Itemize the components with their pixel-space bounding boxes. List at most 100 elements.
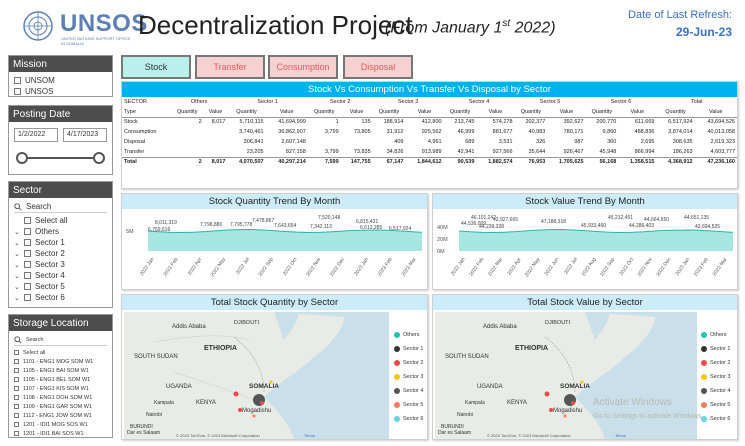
- checkbox[interactable]: [14, 404, 19, 409]
- start-date-input[interactable]: 1/2/2022: [14, 128, 58, 142]
- checkbox[interactable]: [24, 228, 31, 235]
- sector-option[interactable]: Select all: [14, 215, 107, 226]
- matrix-cell: 827,158: [285, 148, 306, 155]
- map-terms-link[interactable]: Terms: [615, 433, 626, 438]
- legend-item[interactable]: Sector 1: [394, 342, 423, 356]
- sector-search-input[interactable]: Search: [14, 201, 107, 213]
- storage-option[interactable]: 1101 - ENG1 MOG SOM W1: [14, 357, 107, 366]
- storage-option[interactable]: 1112 - ENG1 JOW SOM W1: [14, 411, 107, 420]
- map-bubble-sector-3[interactable]: [544, 391, 550, 397]
- checkbox[interactable]: [24, 217, 31, 224]
- storage-option[interactable]: 1105 - ENG1 BAI SOM W1: [14, 366, 107, 375]
- chevron-down-icon[interactable]: ⌄: [14, 228, 20, 236]
- stock-tab-button[interactable]: Stock: [121, 55, 191, 79]
- checkbox[interactable]: [24, 294, 31, 301]
- chevron-down-icon[interactable]: ⌄: [14, 239, 20, 247]
- slider-start-handle[interactable]: [16, 152, 28, 164]
- legend-item[interactable]: Sector 3: [701, 370, 730, 384]
- map-bubble-sector-5[interactable]: [238, 408, 242, 412]
- date-range-slider[interactable]: [14, 148, 107, 168]
- chevron-down-icon[interactable]: ⌄: [14, 261, 20, 269]
- legend-item[interactable]: Sector 6: [394, 412, 423, 426]
- legend-item[interactable]: Sector 4: [701, 384, 730, 398]
- map-bubble-sector-2[interactable]: [571, 401, 575, 405]
- storage-option[interactable]: 1107 - ENG1 KIS SOM W1: [14, 384, 107, 393]
- legend-item[interactable]: Sector 5: [394, 398, 423, 412]
- legend-item[interactable]: Sector 5: [701, 398, 730, 412]
- checkbox[interactable]: [14, 431, 19, 436]
- map-bubble-sector-5[interactable]: [549, 408, 553, 412]
- consumption-tab-button[interactable]: Consumption: [268, 55, 338, 79]
- slider-end-handle[interactable]: [93, 152, 105, 164]
- map-bubble-sector-4[interactable]: [580, 380, 584, 384]
- legend-item[interactable]: Sector 1: [701, 342, 730, 356]
- map-bubble-sector-3[interactable]: [233, 391, 239, 397]
- checkbox[interactable]: [24, 261, 31, 268]
- map-label-uganda: UGANDA: [166, 384, 192, 390]
- legend-item[interactable]: Sector 6: [701, 412, 730, 426]
- sector-option[interactable]: ⌄ Sector 4: [14, 270, 107, 281]
- checkbox[interactable]: [14, 377, 19, 382]
- storage-option[interactable]: Select all: [14, 348, 107, 357]
- transfer-tab-button[interactable]: Transfer: [195, 55, 265, 79]
- sector-option[interactable]: ⌄ Sector 1: [14, 237, 107, 248]
- chevron-down-icon[interactable]: ⌄: [14, 294, 20, 302]
- matrix-total-cell: 40,297,214: [265, 156, 308, 167]
- storage-option[interactable]: 1109 - ENG1 GAR SOM W1: [14, 402, 107, 411]
- sector-slicer: Sector Search Select all ⌄ Others ⌄ Sector 1…: [8, 181, 113, 308]
- checkbox[interactable]: [14, 88, 21, 95]
- map-bubble-sector-4[interactable]: [269, 380, 273, 384]
- storage-option[interactable]: 1201 - IDI1 MOG SOS W1: [14, 420, 107, 429]
- end-date-input[interactable]: 4/17/2023: [63, 128, 107, 142]
- storage-option[interactable]: 1108 - ENG1 DOH SOM W1: [14, 393, 107, 402]
- storage-option[interactable]: 1105 - ENG1 BEL SOM W1: [14, 375, 107, 384]
- checkbox[interactable]: [14, 422, 19, 427]
- map-terms-link[interactable]: Terms: [304, 433, 315, 438]
- legend-item[interactable]: Sector 2: [701, 356, 730, 370]
- disposal-tab-button[interactable]: Disposal: [343, 55, 413, 79]
- checkbox[interactable]: [14, 413, 19, 418]
- checkbox[interactable]: [24, 250, 31, 257]
- checkbox[interactable]: [24, 272, 31, 279]
- legend-item[interactable]: Sector 3: [394, 370, 423, 384]
- chevron-down-icon[interactable]: ⌄: [14, 272, 20, 280]
- matrix-cell: [171, 137, 204, 147]
- x-tick-label: 2022 Jan: [450, 257, 467, 277]
- chevron-down-icon[interactable]: ⌄: [14, 250, 20, 258]
- checkbox[interactable]: [14, 395, 19, 400]
- storage-option-label: 1101 - ENG1 MOG SOM W1: [23, 358, 94, 365]
- val-map[interactable]: Addis Ababa DJIBOUTI ETHIOPIA SOUTH SUDA…: [435, 312, 697, 439]
- checkbox[interactable]: [24, 283, 31, 290]
- legend-item[interactable]: Others: [394, 328, 423, 342]
- legend-item[interactable]: Sector 4: [394, 384, 423, 398]
- mission-option-unsom[interactable]: UNSOM: [14, 75, 107, 86]
- mission-option-unsos[interactable]: UNSOS: [14, 86, 107, 97]
- map-bubble-sector-6[interactable]: [252, 414, 256, 418]
- legend-item[interactable]: Sector 2: [394, 356, 423, 370]
- checkbox[interactable]: [14, 386, 19, 391]
- legend-label: Sector 1: [403, 346, 424, 352]
- checkbox[interactable]: [14, 350, 19, 355]
- val-trend-panel: Stock Value Trend By Month 40M 20M 0M 44,53…: [432, 193, 738, 290]
- x-tick-label: 2022 Jun: [543, 257, 560, 277]
- legend-item[interactable]: Others: [701, 328, 730, 342]
- map-bubble-sector-6[interactable]: [563, 414, 567, 418]
- checkbox[interactable]: [14, 368, 19, 373]
- chevron-down-icon[interactable]: ⌄: [14, 283, 20, 291]
- sector-option[interactable]: ⌄ Sector 2: [14, 248, 107, 259]
- storage-option[interactable]: 1201 - IDI1 BAI SOS W1: [14, 429, 107, 437]
- sector-option[interactable]: ⌄ Others: [14, 226, 107, 237]
- matrix-subheader-cell: Quantity: [443, 107, 477, 118]
- sector-option[interactable]: ⌄ Sector 5: [14, 281, 107, 292]
- qty-map[interactable]: Addis Ababa DJIBOUTI ETHIOPIA SOUTH SUDA…: [124, 312, 389, 439]
- sector-option[interactable]: ⌄ Sector 6: [14, 292, 107, 303]
- checkbox[interactable]: [14, 77, 21, 84]
- map-bubble-sector-2[interactable]: [260, 401, 264, 405]
- storage-option-label: 1201 - IDI1 MOG SOS W1: [23, 421, 88, 428]
- checkbox[interactable]: [14, 359, 19, 364]
- sector-option[interactable]: ⌄ Sector 3: [14, 259, 107, 270]
- mission-slicer-title: Mission: [9, 56, 112, 72]
- checkbox[interactable]: [24, 239, 31, 246]
- storage-search-input[interactable]: Search: [14, 334, 107, 346]
- matrix-subheader-cell: Value: [265, 107, 308, 118]
